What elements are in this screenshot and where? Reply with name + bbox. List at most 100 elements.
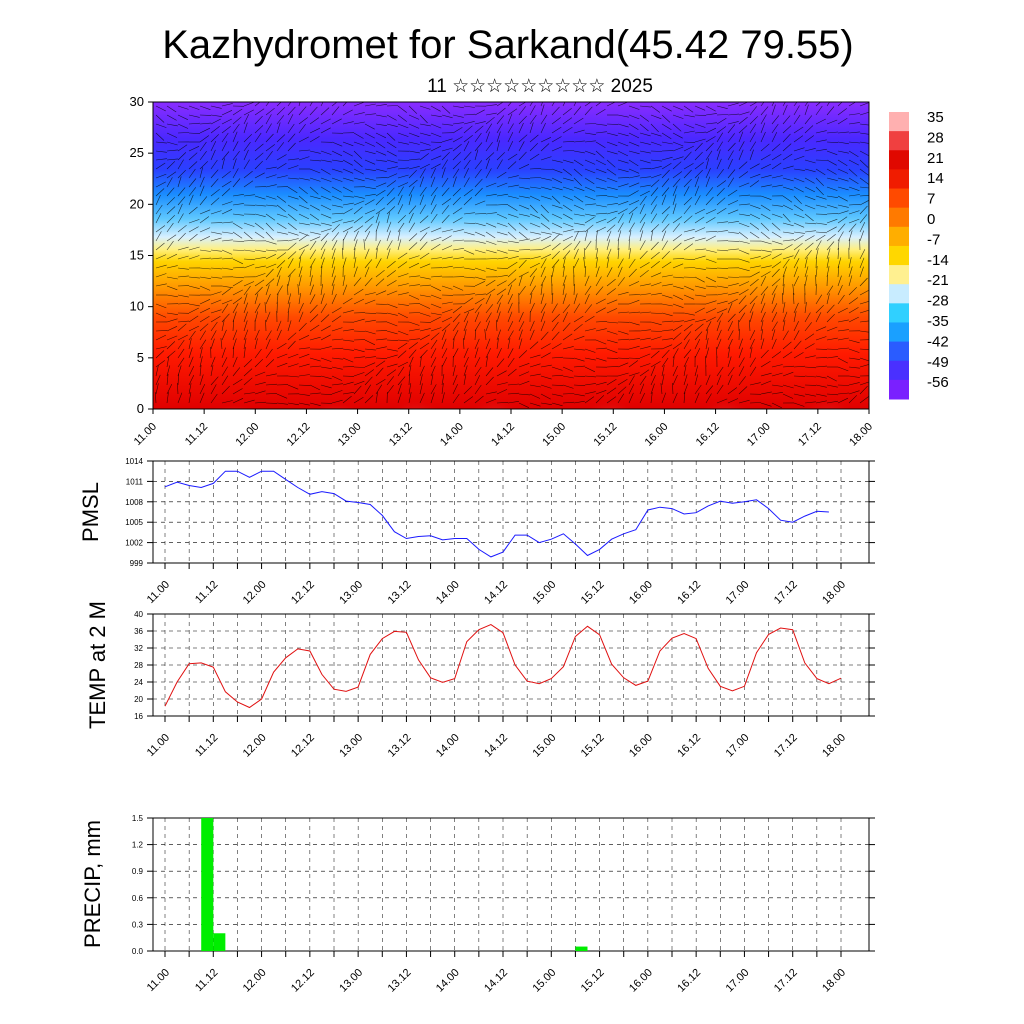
wind-barb (694, 176, 700, 188)
wind-barb (441, 256, 453, 260)
wind-barb (738, 203, 750, 206)
wind-barb (243, 320, 248, 332)
wind-barb (540, 352, 551, 359)
wind-barb (452, 105, 464, 109)
wind-barb (364, 277, 373, 287)
wind-barb (848, 223, 857, 233)
wind-barb (386, 206, 396, 215)
wind-barb (529, 373, 541, 377)
wind-barb (408, 114, 420, 120)
wind-barb (727, 231, 739, 234)
wind-barb (496, 222, 508, 227)
wind-barb (155, 350, 165, 359)
wind-barb (826, 393, 839, 396)
colorbar-swatch (889, 379, 909, 400)
wind-barb (419, 148, 431, 152)
wind-barb (595, 108, 606, 116)
wind-barb (430, 357, 437, 368)
wind-barb (220, 338, 223, 350)
wind-barb (694, 123, 706, 128)
wind-barb (364, 395, 374, 404)
wind-barb (551, 136, 562, 143)
wind-barb (474, 374, 481, 386)
wind-barb (529, 153, 540, 161)
wind-barb (232, 367, 241, 377)
wind-barb (254, 204, 266, 207)
wind-barb (606, 299, 618, 305)
wind-barb (419, 328, 431, 332)
wind-barb (815, 400, 827, 404)
wind-barb (628, 321, 640, 326)
wind-barb (749, 347, 753, 359)
wind-barb (265, 123, 272, 134)
wind-barb (562, 150, 575, 152)
wind-barb (529, 105, 536, 116)
wind-barb (705, 300, 717, 305)
wind-barb (320, 346, 332, 350)
wind-barb (606, 321, 619, 324)
wind-barb (760, 131, 766, 143)
wind-barb (276, 402, 288, 405)
wind-barb (727, 133, 735, 143)
wind-barb (683, 374, 688, 386)
wind-barb (419, 263, 431, 269)
wind-barb (705, 127, 717, 134)
wind-barb (166, 214, 176, 224)
wind-barb (540, 284, 543, 296)
wind-barb (639, 141, 651, 145)
wind-barb (584, 195, 596, 201)
wind-barb (749, 231, 760, 239)
wind-barb (694, 169, 703, 179)
wind-barb (199, 356, 203, 368)
wind-barb (804, 177, 815, 184)
wind-barb (430, 392, 435, 404)
wind-barb (166, 326, 178, 332)
wind-barb (188, 303, 200, 307)
wind-barb (210, 188, 220, 197)
x-tick-label: 11.00 (132, 421, 159, 448)
y-tick-label: 40 (134, 610, 143, 619)
wind-barb (551, 250, 560, 260)
wind-barb (518, 186, 530, 190)
x-tick-label: 12.00 (241, 579, 269, 607)
wind-barb (518, 286, 526, 296)
wind-barb (243, 113, 250, 125)
wind-barb (529, 275, 535, 287)
wind-barb (166, 132, 178, 138)
wind-barb (188, 105, 200, 110)
wind-barb (265, 383, 278, 386)
wind-barb (320, 334, 331, 341)
x-tick-label: 17.12 (772, 732, 800, 760)
wind-barb (848, 210, 860, 215)
wind-barb (782, 311, 788, 323)
wind-barb (793, 168, 805, 171)
wind-barb (265, 330, 272, 341)
wind-barb (430, 332, 440, 341)
x-tick-label: 13.12 (386, 967, 414, 995)
wind-barb (232, 329, 238, 341)
wind-barb (672, 303, 684, 308)
wind-barb (221, 126, 231, 134)
y-tick-label: 36 (134, 627, 143, 636)
wind-barb (573, 177, 583, 187)
wind-barb (265, 222, 274, 232)
wind-barb (639, 105, 651, 108)
wind-barb (551, 146, 563, 152)
wind-barb (408, 321, 420, 326)
wind-barb (837, 159, 848, 167)
wind-barb (705, 316, 716, 323)
wind-barb (848, 382, 860, 386)
wind-barb (210, 231, 222, 235)
wind-barb (408, 312, 421, 314)
wind-barb (771, 293, 776, 305)
wind-barb (727, 124, 736, 134)
wind-barb (188, 168, 196, 179)
wind-barb (320, 357, 332, 362)
wind-barb (375, 269, 385, 278)
wind-barb (221, 299, 233, 305)
wind-barb (254, 132, 262, 143)
wind-barb (386, 303, 398, 308)
wind-barb (276, 163, 287, 170)
wind-barb (760, 114, 767, 125)
wind-barb (265, 254, 277, 260)
